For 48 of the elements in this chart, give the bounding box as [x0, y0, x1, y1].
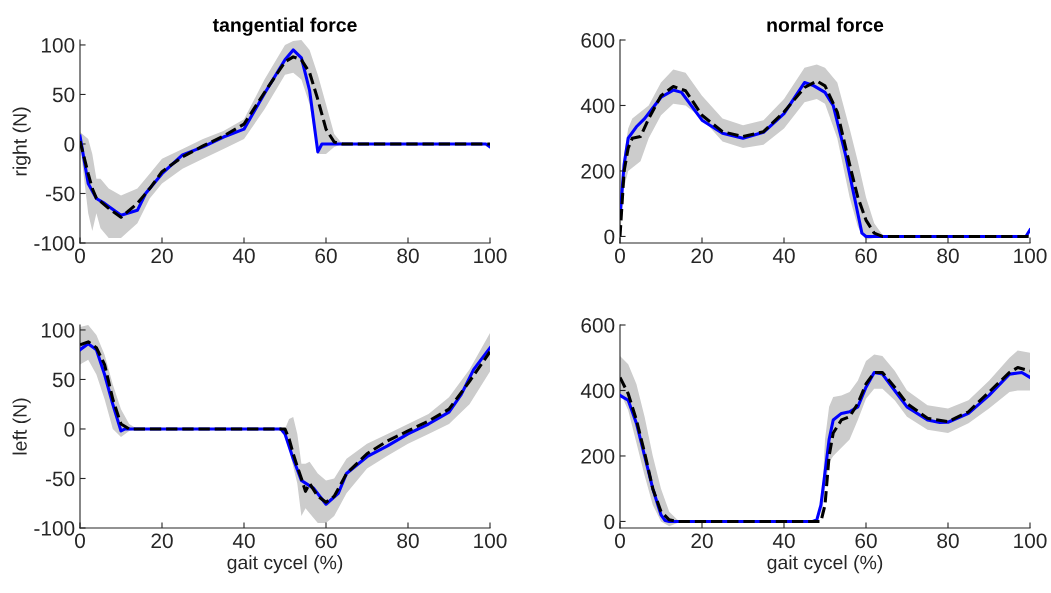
y-tick-label: 200 [581, 448, 615, 464]
y-tick-label: 50 [52, 372, 75, 388]
x-tick-label: 60 [315, 533, 337, 549]
x-tick-label: 80 [397, 533, 419, 549]
x-tick-label: 80 [937, 533, 959, 549]
x-tick-label: 100 [1014, 533, 1047, 549]
x-tick-label: 100 [1014, 248, 1047, 264]
y-axis-title: left (N) [12, 398, 31, 455]
y-tick-label: 0 [64, 421, 75, 437]
x-tick-label: 0 [615, 533, 625, 549]
x-tick-label: 100 [474, 533, 507, 549]
y-tick-label: 100 [41, 37, 75, 53]
chart-title: normal force [767, 17, 884, 32]
x-tick-label: 0 [615, 248, 625, 264]
x-tick-label: 0 [75, 248, 85, 264]
x-axis-title: gait cycel (%) [767, 555, 883, 574]
x-tick-label: 0 [75, 533, 85, 549]
x-tick-label: 60 [315, 248, 337, 264]
x-tick-label: 20 [691, 248, 713, 264]
x-tick-label: 40 [772, 248, 795, 264]
y-tick-label: 400 [580, 383, 615, 399]
y-tick-label: -50 [45, 186, 75, 202]
x-tick-label: 40 [772, 533, 795, 549]
x-tick-label: 20 [691, 533, 713, 549]
y-axis-title: right (N) [12, 107, 31, 176]
x-tick-label: 80 [937, 248, 959, 264]
x-tick-label: 40 [232, 533, 255, 549]
x-tick-label: 20 [151, 248, 173, 264]
y-tick-label: 0 [604, 229, 615, 245]
y-tick-label: 600 [581, 318, 615, 333]
y-tick-label: -50 [45, 471, 75, 487]
x-tick-label: 60 [855, 248, 877, 264]
x-tick-label: 100 [474, 248, 507, 264]
y-tick-label: 0 [604, 514, 615, 530]
x-tick-label: 20 [151, 533, 173, 549]
chart-title: tangential force [212, 17, 357, 36]
y-tick-label: 200 [581, 163, 615, 179]
x-tick-label: 40 [232, 248, 255, 264]
y-tick-label: 600 [581, 33, 615, 48]
x-axis-title: gait cycel (%) [227, 555, 343, 574]
x-tick-label: 80 [397, 248, 419, 264]
y-tick-label: 50 [52, 87, 75, 103]
y-tick-label: 400 [580, 98, 615, 114]
x-tick-label: 60 [855, 533, 877, 549]
y-tick-label: 0 [64, 136, 75, 152]
y-tick-label: -100 [34, 236, 75, 251]
y-tick-label: -100 [34, 521, 75, 536]
y-tick-label: 100 [41, 322, 75, 338]
